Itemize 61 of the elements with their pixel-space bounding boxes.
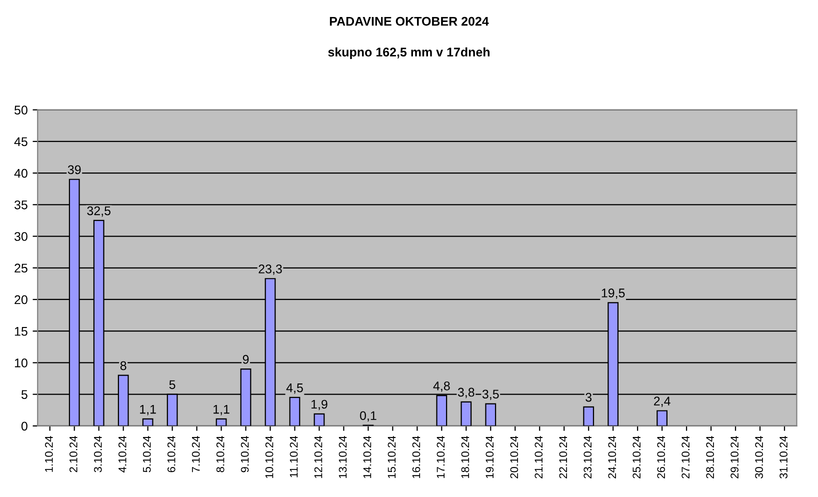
y-tick-label: 0 — [21, 422, 28, 431]
x-tick-label: 11.10.24 — [290, 436, 298, 478]
data-label: 1,1 — [214, 405, 230, 416]
x-tick-label: 7.10.24 — [192, 436, 200, 472]
data-label: 4,5 — [286, 384, 303, 394]
data-label: 4,8 — [433, 381, 450, 392]
x-tick-label: 12.10.24 — [314, 436, 322, 478]
x-tick-label: 10.10.24 — [265, 436, 274, 478]
x-tick-label: 14.10.24 — [363, 436, 372, 478]
x-tick-label: 29.10.24 — [730, 436, 738, 478]
y-tick-label: 25 — [14, 264, 28, 273]
data-label: 8 — [120, 361, 126, 370]
chart-subtitle: skupno 162,5 mm v 17dneh — [328, 47, 490, 60]
data-label: 3 — [586, 392, 592, 402]
chart-title: PADAVINE OKTOBER 2024 — [330, 16, 489, 26]
x-tick-label: 26.10.24 — [657, 436, 666, 478]
data-label: 0,1 — [360, 411, 376, 422]
x-tick-label: 2.10.24 — [69, 436, 78, 472]
data-label: 39 — [68, 165, 81, 174]
x-tick-label: 16.10.24 — [412, 436, 420, 478]
data-label: 19,5 — [602, 288, 625, 299]
x-tick-label: 19.10.24 — [486, 436, 494, 478]
x-tick-label: 4.10.24 — [118, 436, 126, 472]
x-tick-label: 30.10.24 — [755, 436, 763, 478]
x-tick-label: 9.10.24 — [240, 436, 249, 472]
data-label: 5 — [169, 380, 176, 390]
data-label: 3,5 — [482, 390, 499, 400]
data-label: 2,4 — [654, 396, 670, 407]
y-tick-label: 30 — [14, 232, 28, 241]
y-tick-label: 20 — [14, 295, 28, 304]
x-tick-label: 13.10.24 — [338, 436, 347, 478]
y-tick-label: 50 — [14, 106, 28, 114]
y-tick-label: 5 — [21, 390, 28, 399]
x-tick-label: 20.10.24 — [510, 436, 518, 478]
x-tick-label: 8.10.24 — [216, 436, 224, 472]
y-tick-label: 40 — [14, 168, 28, 178]
y-tick-label: 15 — [14, 327, 28, 336]
x-tick-label: 22.10.24 — [559, 436, 568, 478]
x-tick-label: 25.10.24 — [632, 436, 641, 478]
x-tick-label: 27.10.24 — [682, 436, 690, 478]
x-tick-label: 18.10.24 — [461, 436, 470, 478]
data-label: 23,3 — [258, 264, 282, 275]
x-tick-label: 5.10.24 — [142, 436, 151, 472]
x-tick-label: 15.10.24 — [388, 436, 396, 478]
x-tick-label: 21.10.24 — [534, 436, 543, 478]
y-tick-label: 45 — [14, 137, 28, 146]
x-tick-label: 31.10.24 — [780, 436, 788, 478]
x-tick-label: 17.10.24 — [436, 436, 445, 478]
y-tick-label: 10 — [14, 358, 28, 368]
x-tick-label: 28.10.24 — [706, 436, 714, 478]
x-tick-label: 24.10.24 — [608, 436, 616, 478]
y-tick-label: 35 — [14, 200, 28, 210]
data-label: 1,1 — [140, 405, 156, 416]
data-label: 9 — [242, 354, 249, 364]
data-label: 3,8 — [458, 388, 474, 398]
data-label: 1,9 — [311, 400, 328, 410]
x-tick-label: 6.10.24 — [167, 436, 176, 472]
data-label: 32,5 — [87, 206, 110, 217]
x-tick-label: 3.10.24 — [94, 436, 102, 472]
x-tick-label: 1.10.24 — [44, 436, 53, 472]
x-tick-label: 23.10.24 — [584, 436, 592, 478]
